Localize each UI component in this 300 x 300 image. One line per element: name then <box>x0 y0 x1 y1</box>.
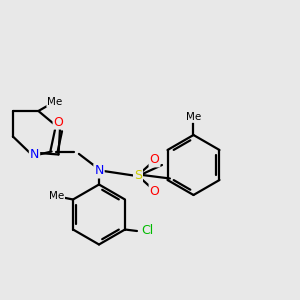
Text: S: S <box>134 169 142 182</box>
Text: N: N <box>94 164 104 178</box>
Text: N: N <box>30 148 39 161</box>
Text: Me: Me <box>47 97 62 107</box>
Text: Me: Me <box>49 191 64 201</box>
Text: O: O <box>150 153 159 167</box>
Text: O: O <box>54 116 63 129</box>
Text: Cl: Cl <box>141 224 154 238</box>
Text: Me: Me <box>186 112 201 122</box>
Text: O: O <box>150 184 159 198</box>
